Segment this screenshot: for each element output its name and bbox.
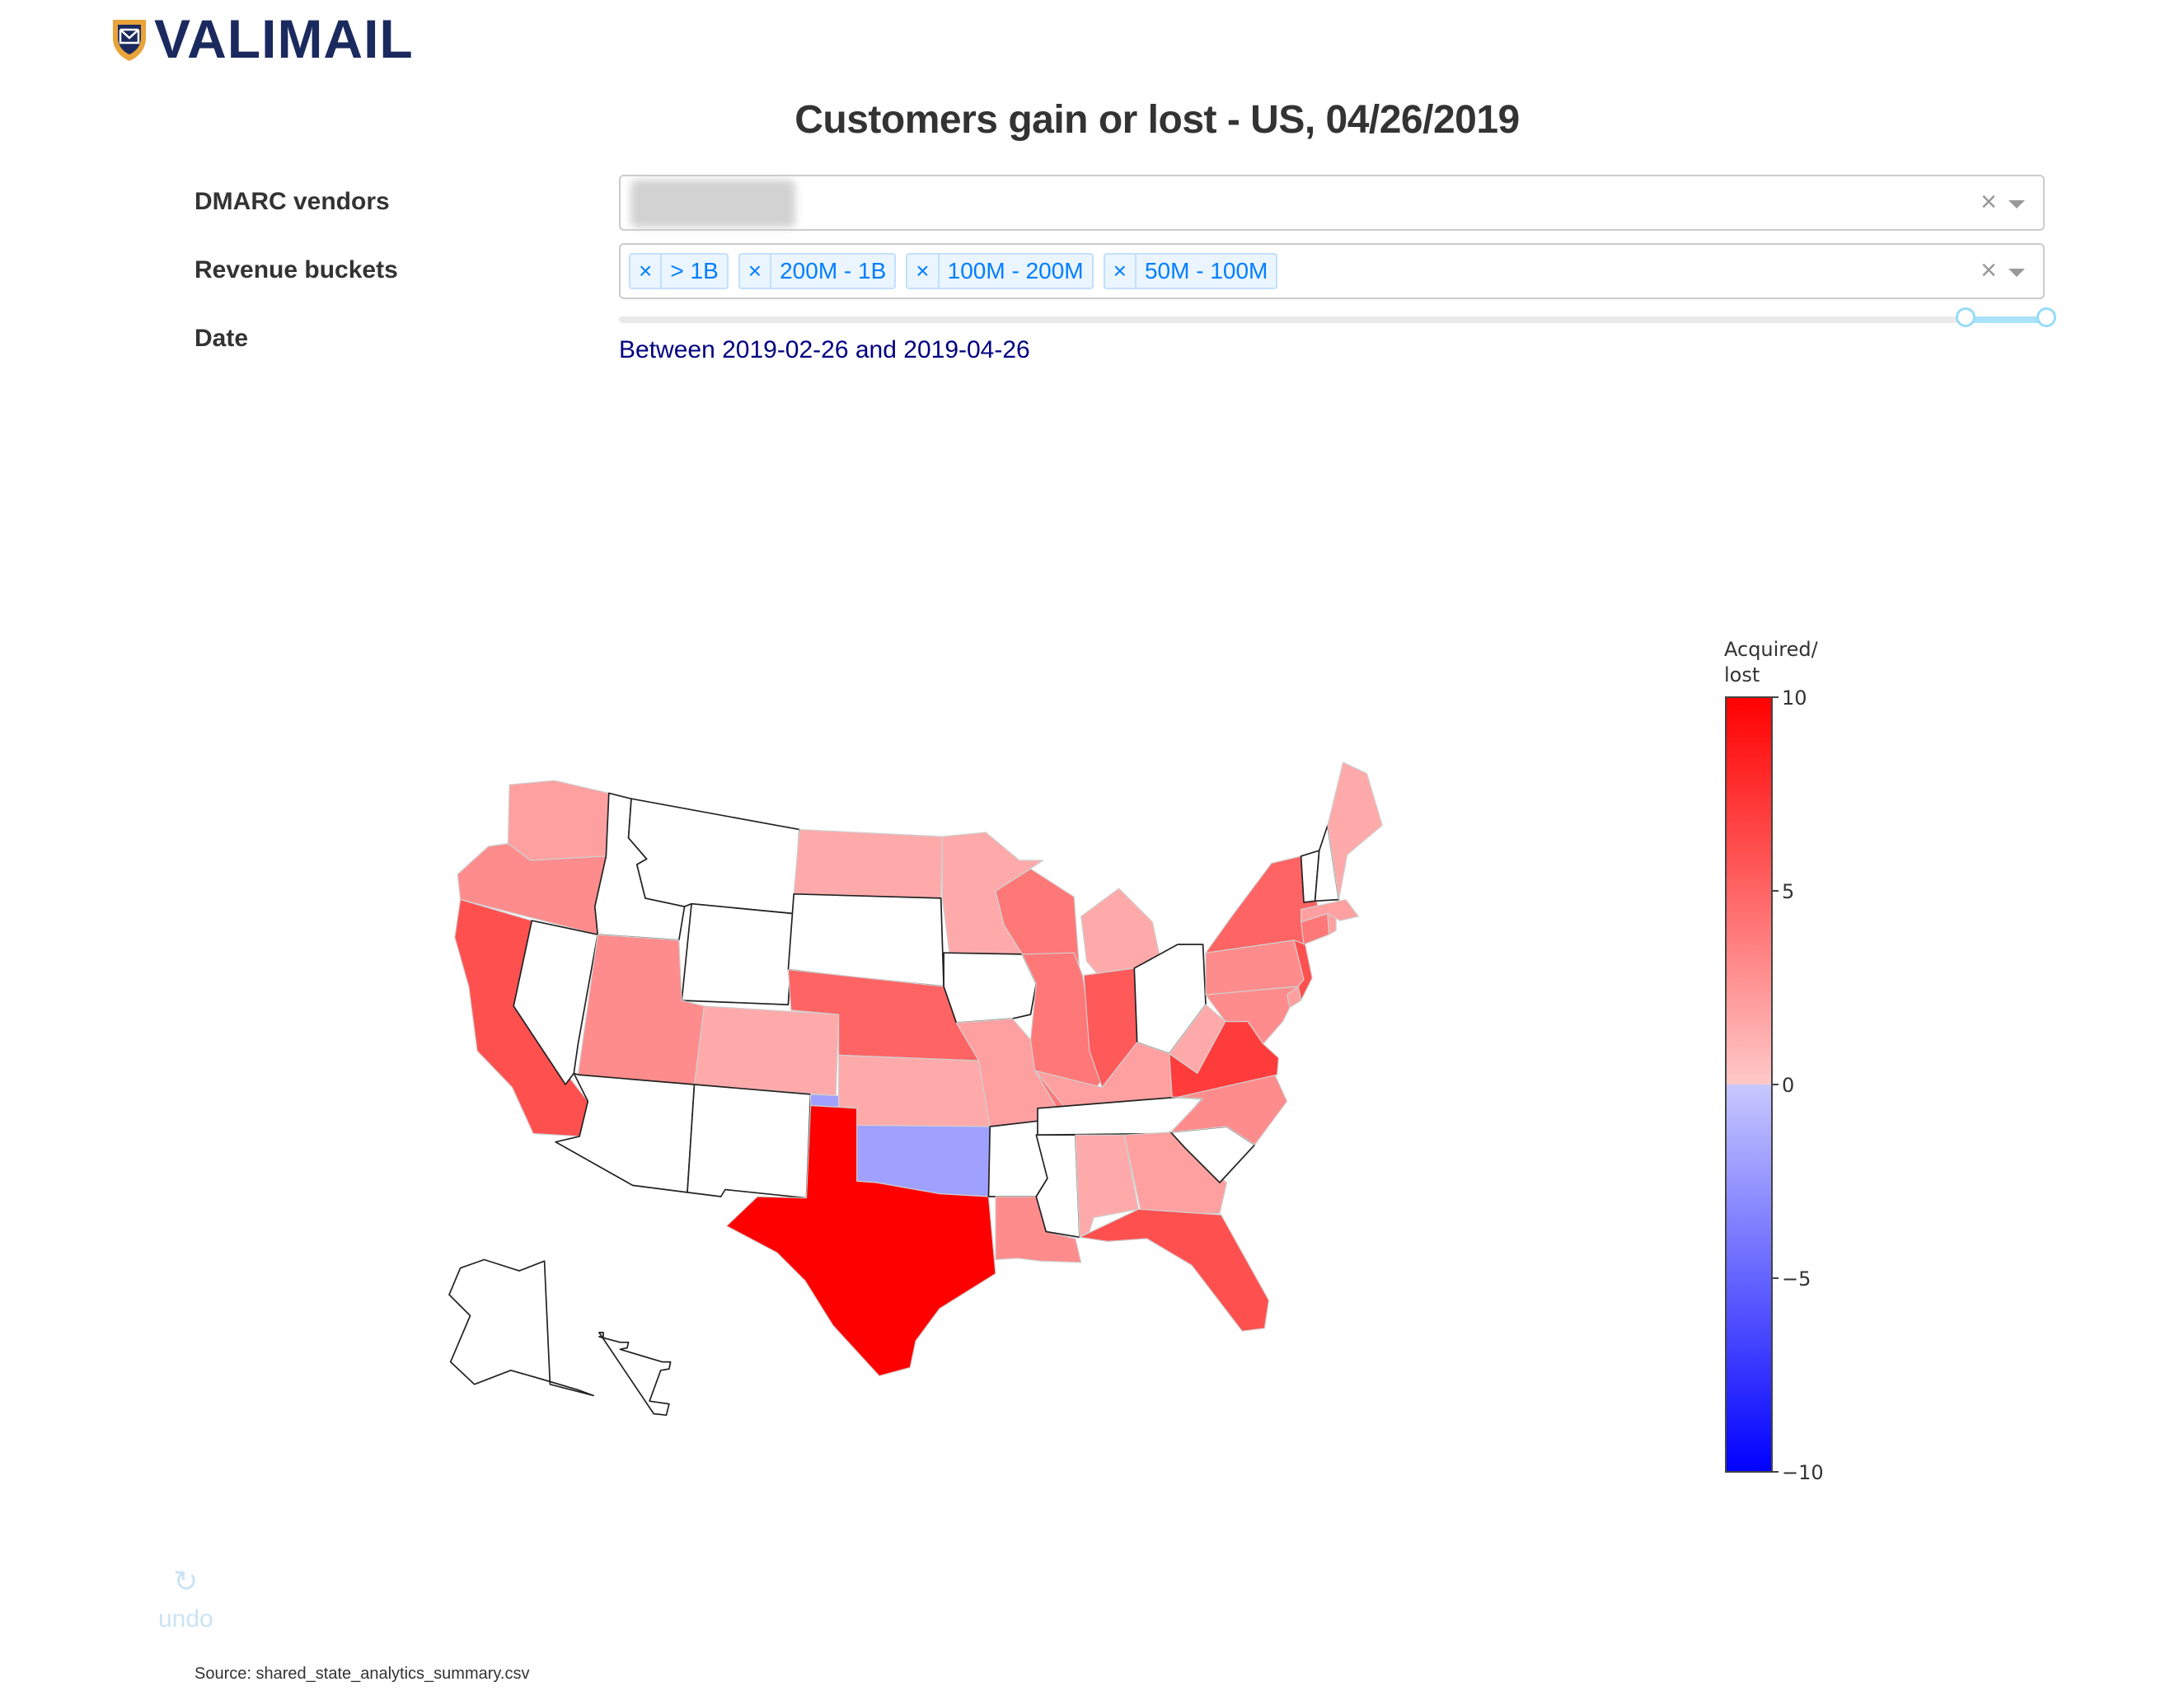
state-nd[interactable]: [793, 829, 943, 899]
remove-chip-icon[interactable]: ×: [740, 255, 772, 288]
slider-end-handle[interactable]: [2036, 307, 2056, 327]
state-tx[interactable]: [726, 1104, 996, 1377]
state-ia[interactable]: [943, 952, 1038, 1024]
dmarc-vendors-select[interactable]: ×: [619, 175, 2045, 231]
valimail-logo: VALIMAIL: [110, 12, 414, 66]
revenue-buckets-label: Revenue buckets: [194, 256, 398, 283]
state-hi[interactable]: [598, 1332, 672, 1417]
chip-revenue-100m-200m: × 100M - 200M: [906, 253, 1094, 289]
undo-icon: ↻: [173, 1564, 199, 1598]
colorbar-title-line1: Acquired/: [1724, 638, 1819, 661]
colorbar: Acquired/ lost 10 5 0 −5 −10: [1724, 638, 1824, 1484]
colorbar-tick-label: −10: [1782, 1461, 1824, 1484]
chip-label: 50M - 100M: [1144, 258, 1268, 283]
page-title: Customers gain or lost - US, 04/26/2019: [794, 98, 1520, 142]
shield-logo-icon: [113, 20, 146, 61]
slider-selected-range: [1966, 316, 2046, 323]
chip-revenue-50m-100m: × 50M - 100M: [1103, 253, 1278, 289]
date-range-slider[interactable]: [619, 307, 2056, 327]
slider-start-handle[interactable]: [1956, 307, 1975, 327]
undo-label: undo: [158, 1605, 213, 1633]
state-ma[interactable]: [1301, 899, 1359, 923]
chevron-down-icon[interactable]: [2008, 200, 2025, 208]
dmarc-vendors-label: DMARC vendors: [194, 188, 390, 215]
colorbar-title-line2: lost: [1724, 663, 1760, 686]
state-ks[interactable]: [838, 1054, 991, 1127]
state-ak[interactable]: [448, 1258, 594, 1397]
redacted-value: [630, 180, 795, 227]
chip-label: > 1B: [670, 258, 719, 283]
source-caption: Source: shared_state_analytics_summary.c…: [194, 1665, 530, 1683]
state-ut[interactable]: [577, 934, 705, 1085]
colorbar-tick-label: 0: [1782, 1074, 1794, 1097]
state-mt[interactable]: [627, 798, 800, 915]
remove-chip-icon[interactable]: ×: [907, 255, 940, 288]
date-label: Date: [194, 325, 249, 352]
chip-label: 100M - 200M: [947, 258, 1084, 283]
chip-label: 200M - 1B: [780, 258, 887, 283]
clear-vendors-icon[interactable]: ×: [1980, 186, 1997, 218]
colorbar-gradient: [1725, 696, 1773, 1473]
colorbar-tick-label: −5: [1782, 1267, 1811, 1291]
chip-revenue-200m-1b: × 200M - 1B: [738, 253, 897, 289]
state-nc[interactable]: [1169, 1070, 1288, 1146]
undo-button[interactable]: ↻ undo: [158, 1564, 213, 1633]
state-wa[interactable]: [507, 780, 610, 861]
clear-revenue-icon[interactable]: ×: [1980, 255, 1997, 286]
chip-revenue-1b: × > 1B: [629, 253, 729, 289]
chevron-down-icon[interactable]: [2008, 269, 2025, 277]
state-ms[interactable]: [1035, 1134, 1080, 1239]
state-co[interactable]: [693, 1005, 840, 1097]
revenue-buckets-select[interactable]: × > 1B × 200M - 1B × 100M - 200M × 50M -…: [619, 243, 2045, 299]
remove-chip-icon[interactable]: ×: [1105, 255, 1137, 288]
state-wy[interactable]: [681, 902, 795, 1005]
state-nm[interactable]: [687, 1084, 812, 1199]
state-me[interactable]: [1327, 761, 1383, 901]
brand-name: VALIMAIL: [154, 8, 414, 69]
remove-chip-icon[interactable]: ×: [630, 255, 663, 288]
colorbar-tick-label: 10: [1782, 686, 1807, 710]
state-md[interactable]: [1205, 986, 1299, 1045]
state-fl[interactable]: [1079, 1208, 1270, 1332]
colorbar-tick-label: 5: [1782, 880, 1794, 903]
date-range-text: Between 2019-02-26 and 2019-04-26: [619, 336, 1030, 363]
